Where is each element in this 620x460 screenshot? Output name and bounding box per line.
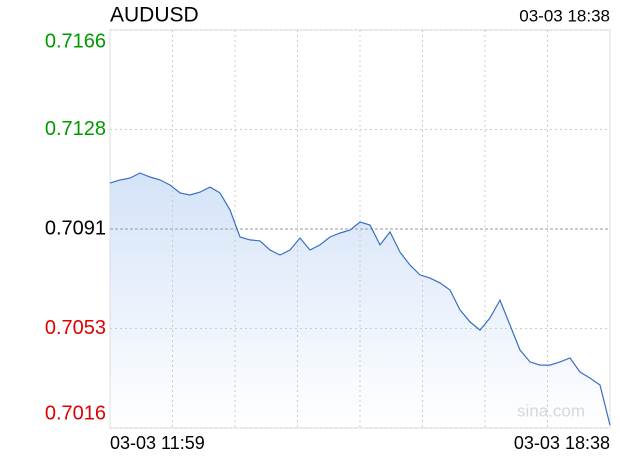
x-label-end: 03-03 18:38 xyxy=(514,433,610,453)
price-line xyxy=(109,172,611,426)
timestamp: 03-03 18:38 xyxy=(519,6,610,25)
x-label-start: 03-03 11:59 xyxy=(110,433,205,453)
chart-title: AUDUSD xyxy=(110,4,199,27)
y-tick-label: 0.7091 xyxy=(45,217,106,239)
y-tick-label: 0.7128 xyxy=(45,118,106,140)
y-tick-label: 0.7016 xyxy=(45,402,106,424)
y-tick-label: 0.7053 xyxy=(45,317,106,339)
watermark: sina.com xyxy=(517,401,585,420)
y-tick-label: 0.7166 xyxy=(45,30,106,52)
